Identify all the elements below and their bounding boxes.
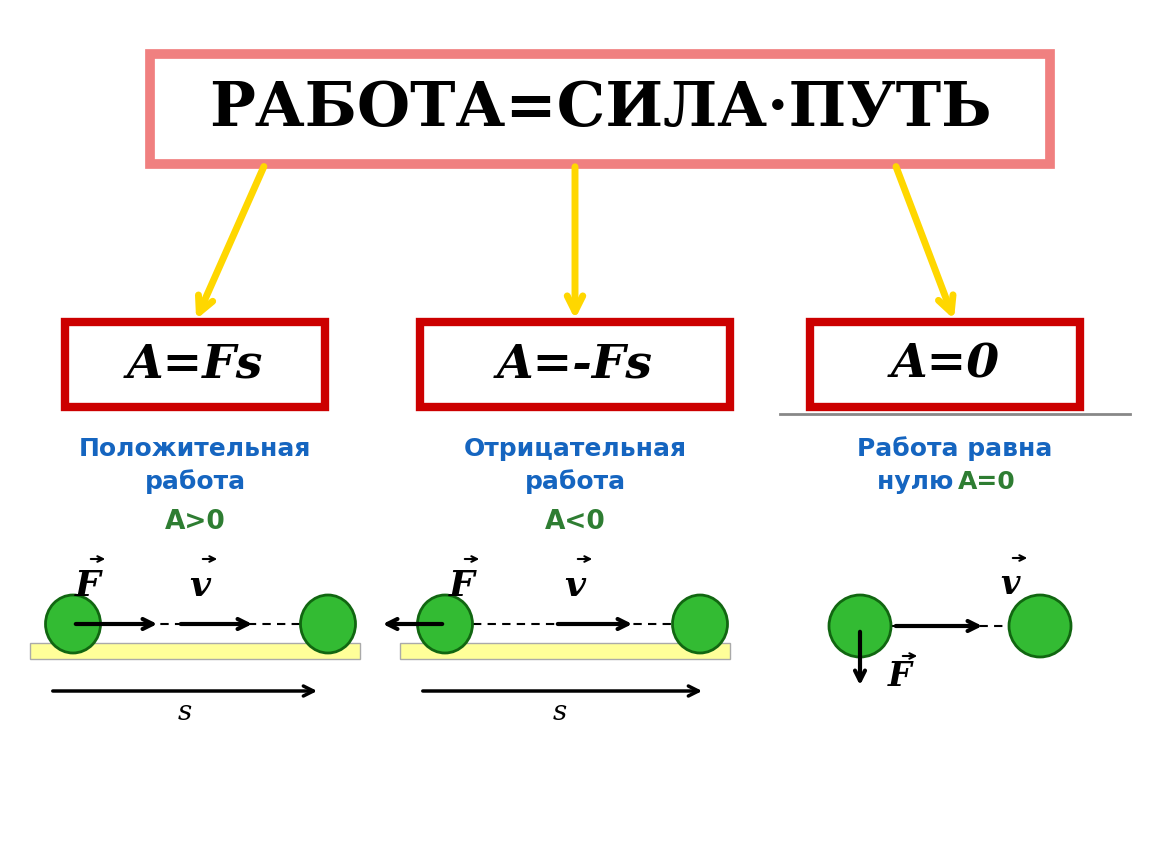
Text: Положительная: Положительная (78, 437, 312, 461)
Text: v: v (190, 569, 210, 603)
Text: s: s (178, 700, 192, 727)
Text: F: F (888, 659, 912, 693)
FancyBboxPatch shape (150, 54, 1050, 164)
Text: А<0: А<0 (545, 509, 605, 535)
Text: РАБОТА=СИЛА·ПУТЬ: РАБОТА=СИЛА·ПУТЬ (208, 79, 991, 139)
Text: A=Fs: A=Fs (126, 341, 263, 387)
Ellipse shape (417, 595, 473, 653)
Text: v: v (1000, 568, 1020, 600)
Text: работа: работа (145, 470, 246, 494)
Text: v: v (565, 569, 585, 603)
Text: F: F (75, 569, 101, 603)
FancyBboxPatch shape (420, 322, 730, 407)
FancyBboxPatch shape (30, 643, 360, 659)
Text: А=0: А=0 (958, 470, 1015, 494)
Ellipse shape (300, 595, 355, 653)
FancyBboxPatch shape (400, 643, 730, 659)
Text: s: s (553, 700, 567, 727)
Text: работа: работа (524, 470, 626, 494)
Text: A=-Fs: A=-Fs (497, 341, 653, 387)
Ellipse shape (829, 595, 891, 657)
Text: нулю: нулю (877, 470, 963, 494)
FancyBboxPatch shape (810, 322, 1080, 407)
Text: F: F (450, 569, 475, 603)
Ellipse shape (1009, 595, 1071, 657)
FancyBboxPatch shape (66, 322, 325, 407)
Ellipse shape (673, 595, 728, 653)
Text: Отрицательная: Отрицательная (463, 437, 687, 461)
Text: A=0: A=0 (890, 341, 999, 387)
Text: Работа равна: Работа равна (857, 436, 1052, 461)
Text: А>0: А>0 (164, 509, 225, 535)
Ellipse shape (46, 595, 100, 653)
